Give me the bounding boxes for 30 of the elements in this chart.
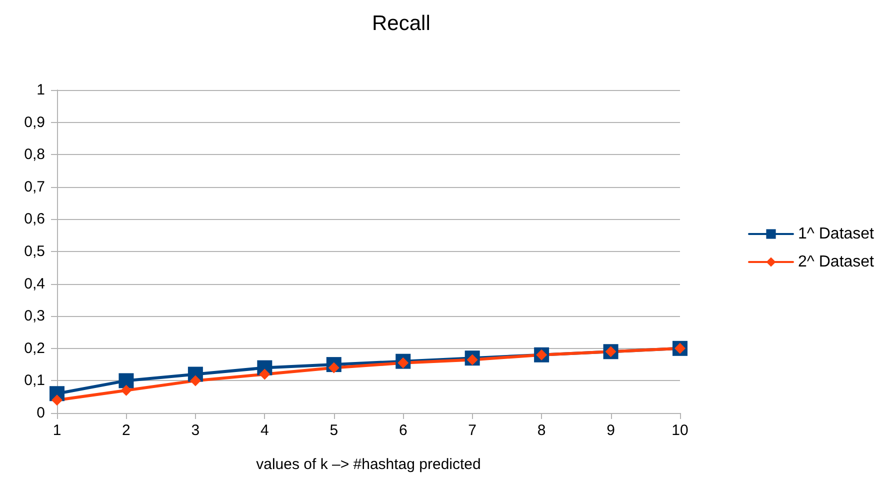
x-tick-label: 1 <box>52 422 62 439</box>
y-tick-label: 1 <box>36 82 45 98</box>
point <box>52 394 62 406</box>
point <box>120 384 132 396</box>
x-tick-label: 10 <box>672 422 688 439</box>
point <box>259 368 270 380</box>
x-tick-label: 2 <box>122 422 130 439</box>
y-tick-label: 0,7 <box>24 178 45 196</box>
x-tick-label: 9 <box>606 422 615 439</box>
x-tick-label: 7 <box>468 422 477 439</box>
point <box>190 375 201 386</box>
x-tick-label: 4 <box>260 422 269 439</box>
x-tick-label: 6 <box>398 422 408 439</box>
chart-title: Recall <box>372 12 430 35</box>
legend-label: 2^ Dataset <box>798 254 875 270</box>
point <box>118 373 134 388</box>
x-tick-label: 3 <box>191 422 200 439</box>
y-tick-label: 0,2 <box>24 340 45 357</box>
x-tick-label: 5 <box>330 422 338 439</box>
y-tick-label: 0,8 <box>24 146 45 164</box>
legend-label: 1^ Dataset <box>798 226 875 242</box>
x-tick-label: 8 <box>537 422 546 439</box>
x-axis-title: values of k –> #hashtag predicted <box>256 456 481 473</box>
y-tick-label: 0,1 <box>24 372 45 390</box>
y-tick-label: 0,5 <box>24 243 45 260</box>
y-tick-label: 0,4 <box>24 275 45 292</box>
y-tick-label: 0,9 <box>24 114 45 131</box>
y-tick-label: 0 <box>36 404 45 422</box>
y-tick-label: 0,3 <box>24 308 45 325</box>
y-tick-label: 0,6 <box>24 210 45 228</box>
